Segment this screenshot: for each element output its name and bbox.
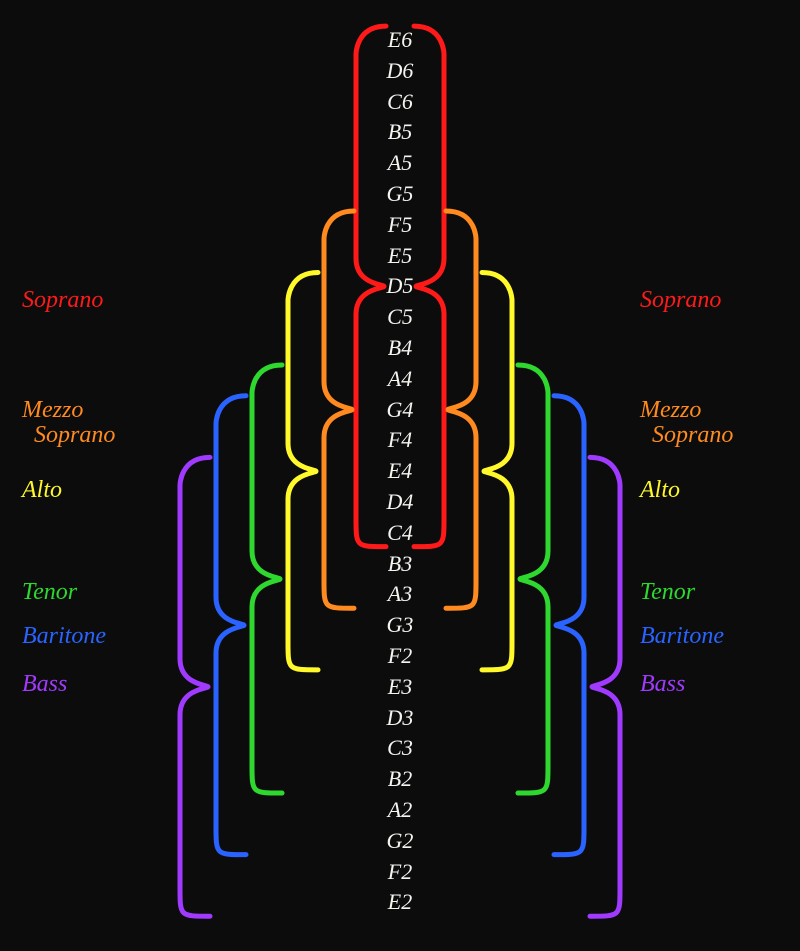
vocal-range-diagram: E6 D6 C6 B5 A5 G5 F5 E5 D5 C5 B4 A4 G4 F4 E4 D4 C4 B3 A3 G3… (0, 0, 800, 951)
label-tenor-left: Tenor (22, 580, 77, 605)
label-baritone-left: Baritone (22, 624, 106, 649)
note-d6: D6 (370, 58, 430, 84)
brace-mezzo-soprano-left (324, 211, 354, 608)
brace-baritone-right (554, 396, 584, 855)
label-alto-left: Alto (22, 478, 62, 503)
label-mezzo-soprano-left: Mezzo Soprano (22, 398, 115, 448)
brace-bass-left (180, 457, 210, 916)
note-d3: D3 (370, 705, 430, 731)
note-a4: A4 (370, 366, 430, 392)
note-b2: B2 (370, 766, 430, 792)
label-soprano-left: Soprano (22, 288, 103, 313)
brace-tenor-left (252, 365, 282, 793)
note-a5: A5 (370, 150, 430, 176)
label-bass-left: Bass (22, 672, 67, 697)
note-g3: G3 (370, 612, 430, 638)
note-e4: E4 (370, 458, 430, 484)
note-f2: F2 (370, 643, 430, 669)
note-b5: B5 (370, 119, 430, 145)
brace-alto-right (482, 273, 512, 670)
note-a3: A3 (370, 581, 430, 607)
note-g4: G4 (370, 397, 430, 423)
note-g5: G5 (370, 181, 430, 207)
brace-alto-left (288, 273, 318, 670)
brace-baritone-left (216, 396, 246, 855)
note-c5: C5 (370, 304, 430, 330)
label-tenor-right: Tenor (640, 580, 695, 605)
note-g2: G2 (370, 828, 430, 854)
note-c3: C3 (370, 735, 430, 761)
note-f2: F2 (370, 859, 430, 885)
note-e5: E5 (370, 243, 430, 269)
label-mezzo-soprano-right: Mezzo Soprano (640, 398, 733, 448)
note-e3: E3 (370, 674, 430, 700)
note-e6: E6 (370, 27, 430, 53)
note-a2: A2 (370, 797, 430, 823)
note-b3: B3 (370, 551, 430, 577)
note-c6: C6 (370, 89, 430, 115)
note-d5: D5 (370, 273, 430, 299)
label-bass-right: Bass (640, 672, 685, 697)
note-c4: C4 (370, 520, 430, 546)
note-d4: D4 (370, 489, 430, 515)
brace-bass-right (590, 457, 620, 916)
label-baritone-right: Baritone (640, 624, 724, 649)
brace-tenor-right (518, 365, 548, 793)
label-soprano-right: Soprano (640, 288, 721, 313)
note-f4: F4 (370, 427, 430, 453)
note-f5: F5 (370, 212, 430, 238)
note-e2: E2 (370, 889, 430, 915)
brace-mezzo-soprano-right (446, 211, 476, 608)
note-b4: B4 (370, 335, 430, 361)
label-alto-right: Alto (640, 478, 680, 503)
